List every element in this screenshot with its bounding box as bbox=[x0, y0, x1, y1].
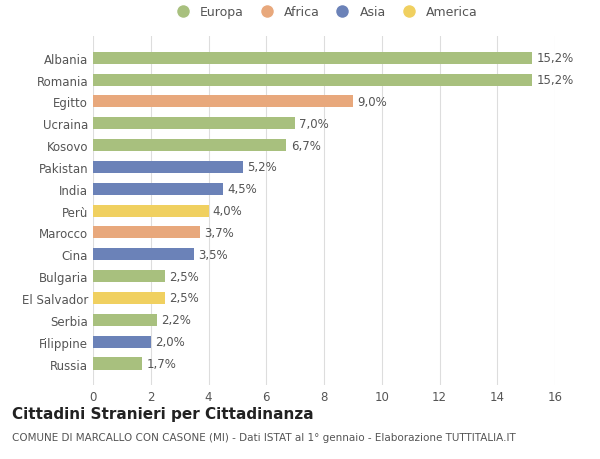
Text: 6,7%: 6,7% bbox=[291, 139, 320, 152]
Bar bbox=[93, 292, 165, 304]
Text: 9,0%: 9,0% bbox=[357, 95, 387, 109]
Bar bbox=[93, 249, 194, 261]
Text: 3,5%: 3,5% bbox=[199, 248, 228, 261]
Bar bbox=[93, 336, 151, 348]
Bar bbox=[93, 74, 532, 86]
Text: 15,2%: 15,2% bbox=[536, 52, 574, 65]
Bar bbox=[93, 140, 286, 152]
Bar bbox=[93, 96, 353, 108]
Text: 3,7%: 3,7% bbox=[204, 226, 234, 240]
Text: 1,7%: 1,7% bbox=[146, 357, 176, 370]
Bar bbox=[93, 118, 295, 130]
Bar bbox=[93, 162, 243, 174]
Text: 5,2%: 5,2% bbox=[247, 161, 277, 174]
Bar bbox=[93, 53, 532, 65]
Text: 2,2%: 2,2% bbox=[161, 313, 191, 327]
Bar bbox=[93, 227, 200, 239]
Bar bbox=[93, 205, 209, 217]
Text: Cittadini Stranieri per Cittadinanza: Cittadini Stranieri per Cittadinanza bbox=[12, 406, 314, 421]
Text: 2,5%: 2,5% bbox=[170, 292, 199, 305]
Text: 7,0%: 7,0% bbox=[299, 118, 329, 130]
Text: 15,2%: 15,2% bbox=[536, 74, 574, 87]
Legend: Europa, Africa, Asia, America: Europa, Africa, Asia, America bbox=[165, 1, 483, 24]
Text: 4,5%: 4,5% bbox=[227, 183, 257, 196]
Text: 2,0%: 2,0% bbox=[155, 336, 185, 348]
Bar bbox=[93, 314, 157, 326]
Text: 4,0%: 4,0% bbox=[213, 205, 242, 218]
Bar bbox=[93, 358, 142, 369]
Bar bbox=[93, 270, 165, 283]
Text: COMUNE DI MARCALLO CON CASONE (MI) - Dati ISTAT al 1° gennaio - Elaborazione TUT: COMUNE DI MARCALLO CON CASONE (MI) - Dat… bbox=[12, 432, 516, 442]
Text: 2,5%: 2,5% bbox=[170, 270, 199, 283]
Bar bbox=[93, 183, 223, 196]
